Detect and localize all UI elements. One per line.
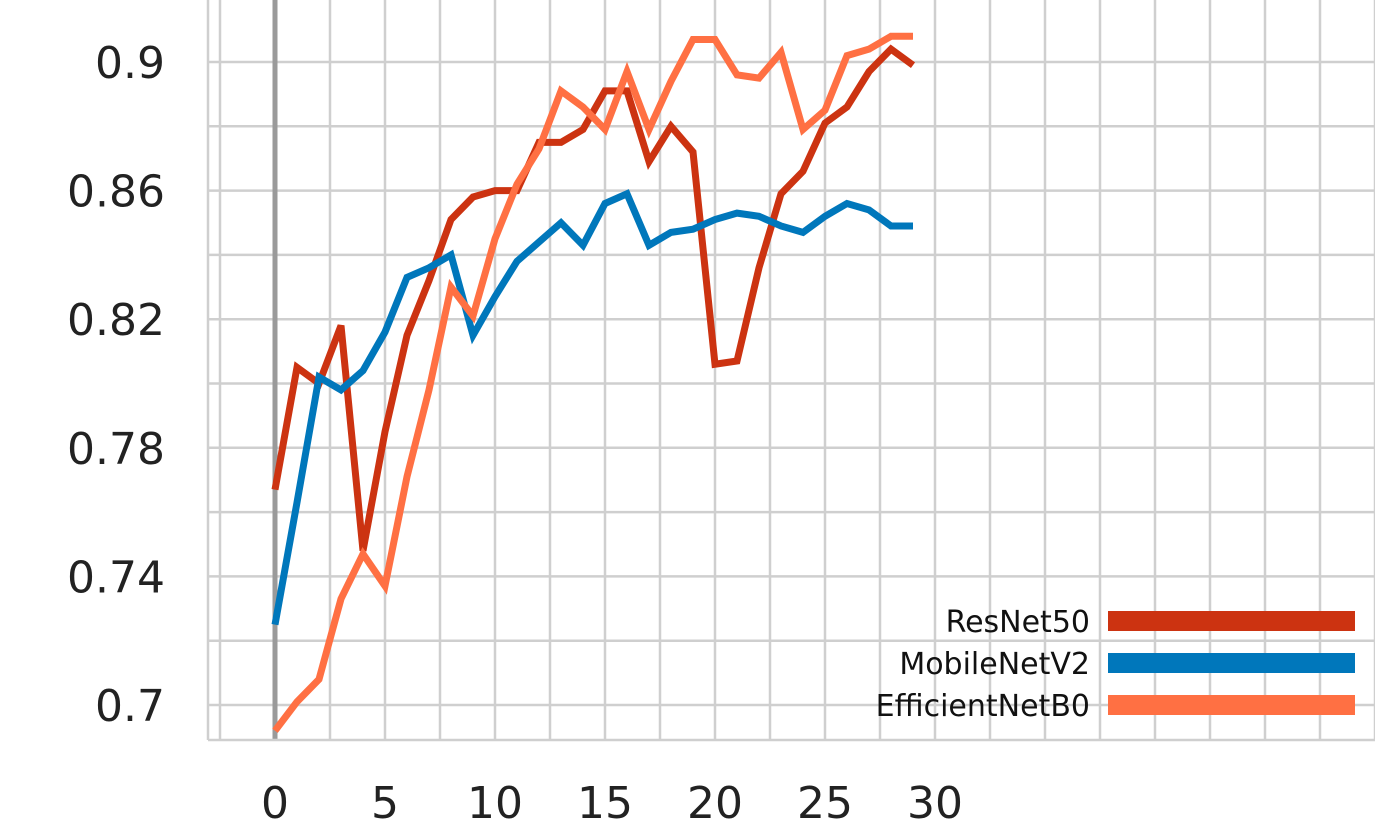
- series-line-efficientnetb0: [272, 32, 913, 733]
- legend-item: ResNet50: [946, 605, 1355, 640]
- x-tick-label: 25: [797, 778, 853, 829]
- y-tick-label: 0.86: [67, 167, 165, 218]
- y-tick-label: 0.9: [95, 38, 165, 89]
- x-tick-label: 20: [687, 778, 743, 829]
- y-tick-label: 0.82: [67, 295, 165, 346]
- x-tick-label: 10: [467, 778, 523, 829]
- series-line-mobilenetv2: [271, 189, 913, 626]
- legend-swatch: [1108, 653, 1355, 673]
- x-tick-label: 30: [907, 778, 963, 829]
- x-tick-labels: 0 5 10 15 20 25 30: [261, 778, 963, 829]
- legend-label: ResNet50: [946, 605, 1090, 640]
- y-tick-label: 0.7: [95, 681, 165, 732]
- y-tick-label: 0.74: [67, 552, 165, 603]
- series-line-resnet50: [271, 44, 916, 552]
- x-tick-label: 5: [371, 778, 399, 829]
- series-lines: [271, 32, 916, 733]
- legend-swatch: [1108, 695, 1355, 715]
- legend-item: EfficientNetB0: [876, 689, 1355, 724]
- legend-swatch: [1108, 611, 1355, 631]
- y-tick-label: 0.78: [67, 424, 165, 475]
- legend-label: MobileNetV2: [899, 647, 1090, 682]
- legend: ResNet50 MobileNetV2 EfficientNetB0: [876, 605, 1355, 724]
- x-tick-label: 0: [261, 778, 289, 829]
- y-tick-labels: 0.7 0.74 0.78 0.82 0.86 0.9: [67, 38, 165, 732]
- legend-label: EfficientNetB0: [876, 689, 1090, 724]
- legend-item: MobileNetV2: [899, 647, 1355, 682]
- x-tick-label: 15: [577, 778, 633, 829]
